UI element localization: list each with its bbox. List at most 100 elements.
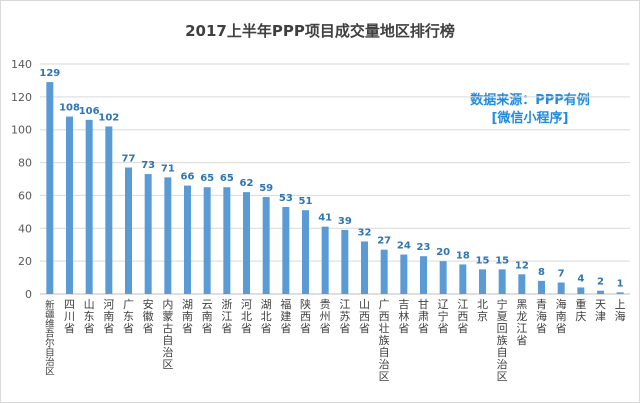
data-label: 51 xyxy=(299,196,313,207)
data-label: 23 xyxy=(417,242,431,253)
data-label: 59 xyxy=(259,183,273,194)
x-tick-label: 内蒙古自治区 xyxy=(162,297,173,371)
data-label: 66 xyxy=(181,172,195,183)
data-label: 102 xyxy=(98,112,119,123)
data-label: 2 xyxy=(597,277,604,288)
data-label: 32 xyxy=(358,227,372,238)
data-label: 65 xyxy=(220,173,234,184)
bar xyxy=(439,261,447,294)
bar xyxy=(341,229,349,294)
bar xyxy=(361,241,368,294)
bar xyxy=(223,187,231,294)
x-tick-label: 广东省 xyxy=(123,298,134,335)
bar xyxy=(262,197,270,294)
source-note-line-2: [微信小程序] xyxy=(491,111,569,126)
x-tick-label: 吉林省 xyxy=(398,298,409,335)
data-label: 1 xyxy=(617,278,624,289)
bar xyxy=(243,192,250,294)
data-label: 108 xyxy=(59,103,80,114)
y-tick-label: 20 xyxy=(18,255,32,268)
y-tick-label: 80 xyxy=(18,157,32,170)
data-label: 20 xyxy=(436,247,450,258)
bar xyxy=(203,187,211,294)
data-label: 53 xyxy=(279,193,293,204)
x-tick-label: 上海 xyxy=(615,298,626,323)
x-tick-label: 黑龙江省 xyxy=(516,298,527,347)
x-tick-label: 北京 xyxy=(477,298,488,323)
x-tick-label: 河北省 xyxy=(241,298,252,335)
data-label: 18 xyxy=(456,250,470,261)
bar xyxy=(459,264,467,294)
bar xyxy=(518,274,526,294)
y-tick-label: 120 xyxy=(11,91,32,104)
bar xyxy=(144,174,152,294)
bar xyxy=(557,282,565,294)
x-tick-label: 河南省 xyxy=(103,298,114,335)
bar xyxy=(125,167,132,294)
data-label: 73 xyxy=(141,160,155,171)
bar xyxy=(498,269,506,294)
x-tick-label: 福建省 xyxy=(280,297,291,335)
bar xyxy=(46,82,54,294)
bar xyxy=(321,226,329,294)
data-label: 106 xyxy=(79,106,100,117)
bar xyxy=(479,269,486,294)
bar xyxy=(577,287,585,294)
chart-title: 2017上半年PPP项目成交量地区排行榜 xyxy=(185,22,455,40)
x-tick-label: 山西省 xyxy=(359,298,370,335)
x-tick-label: 安徽省 xyxy=(143,297,154,335)
data-label: 27 xyxy=(377,236,391,247)
x-tick-label: 湖南省 xyxy=(182,298,193,335)
data-label: 12 xyxy=(515,260,529,271)
data-label: 7 xyxy=(558,269,565,280)
data-label: 65 xyxy=(200,173,214,184)
y-tick-label: 60 xyxy=(18,189,32,202)
x-tick-label: 江苏省 xyxy=(339,298,350,335)
x-tick-label: 山东省 xyxy=(84,298,95,335)
x-tick-label: 新疆维吾尔自治区 xyxy=(45,299,55,378)
x-tick-label: 海南省 xyxy=(556,297,567,335)
bar xyxy=(420,256,427,294)
data-label: 15 xyxy=(476,255,490,266)
y-tick-label: 40 xyxy=(18,222,32,235)
x-tick-label: 江西省 xyxy=(457,298,468,335)
x-tick-label: 浙江省 xyxy=(221,298,232,335)
x-tick-label: 湖北省 xyxy=(261,298,272,335)
bar xyxy=(105,126,113,294)
data-label: 41 xyxy=(318,213,332,224)
x-tick-label: 陕西省 xyxy=(300,297,311,335)
bar xyxy=(85,119,93,294)
data-label: 71 xyxy=(161,163,175,174)
data-label: 15 xyxy=(495,255,509,266)
bar xyxy=(400,254,408,294)
data-label: 62 xyxy=(240,178,254,189)
bar xyxy=(184,185,191,294)
x-tick-label: 广西壮族自治区 xyxy=(379,298,390,383)
x-tick-label: 宁夏回族自治区 xyxy=(497,297,508,383)
x-tick-label: 甘肃省 xyxy=(418,298,429,335)
x-tick-label: 青海省 xyxy=(536,298,547,335)
x-tick-label: 重庆 xyxy=(575,297,586,323)
bar xyxy=(597,290,604,294)
x-tick-label: 辽宁省 xyxy=(438,298,449,335)
data-label: 39 xyxy=(338,216,352,227)
y-tick-label: 140 xyxy=(11,58,32,71)
bar xyxy=(380,249,388,294)
x-tick-label: 贵州省 xyxy=(320,298,331,335)
data-label: 129 xyxy=(39,68,60,79)
y-tick-label: 100 xyxy=(11,124,32,137)
x-tick-label: 天津 xyxy=(595,298,606,323)
bar xyxy=(302,210,309,294)
data-label: 4 xyxy=(577,273,584,284)
bar xyxy=(616,292,624,294)
data-label: 8 xyxy=(538,267,545,278)
x-tick-label: 四川省 xyxy=(64,298,75,335)
bar xyxy=(66,116,73,294)
bar xyxy=(164,177,172,294)
bar xyxy=(282,206,290,294)
data-label: 77 xyxy=(122,154,136,165)
data-label: 24 xyxy=(397,241,411,252)
bar xyxy=(538,280,545,294)
y-tick-label: 0 xyxy=(25,288,32,301)
